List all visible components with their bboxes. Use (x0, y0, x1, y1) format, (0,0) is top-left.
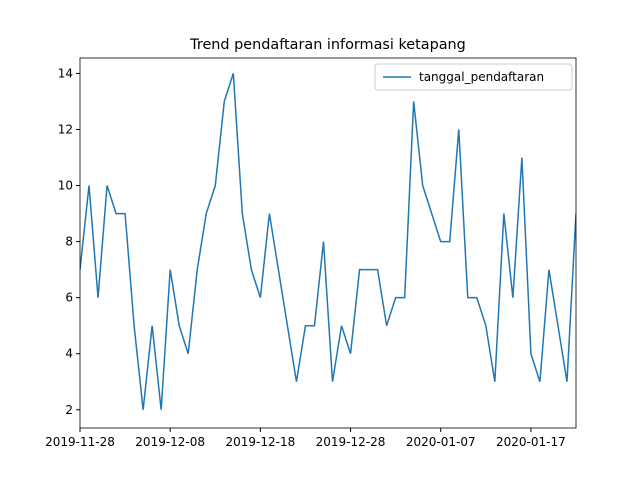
x-tick-label: 2019-11-28 (45, 435, 115, 449)
y-tick-label: 12 (58, 122, 73, 136)
y-tick-label: 8 (65, 235, 73, 249)
x-tick-label: 2019-12-18 (225, 435, 295, 449)
data-line (80, 73, 576, 410)
y-tick-label: 6 (65, 291, 73, 305)
chart-title: Trend pendaftaran informasi ketapang (189, 37, 466, 53)
y-tick-label: 14 (58, 66, 73, 80)
x-tick-label: 2019-12-28 (316, 435, 386, 449)
plot-frame (79, 57, 577, 429)
legend-box (374, 63, 573, 91)
x-tick-label: 2020-01-17 (496, 435, 566, 449)
y-tick-label: 10 (58, 179, 73, 193)
x-tick-label: 2019-12-08 (135, 435, 205, 449)
y-tick-label: 4 (65, 347, 73, 361)
x-tick-label: 2020-01-07 (406, 435, 476, 449)
y-tick-label: 2 (65, 403, 73, 417)
legend-label: tanggal_pendaftaran (419, 70, 544, 84)
